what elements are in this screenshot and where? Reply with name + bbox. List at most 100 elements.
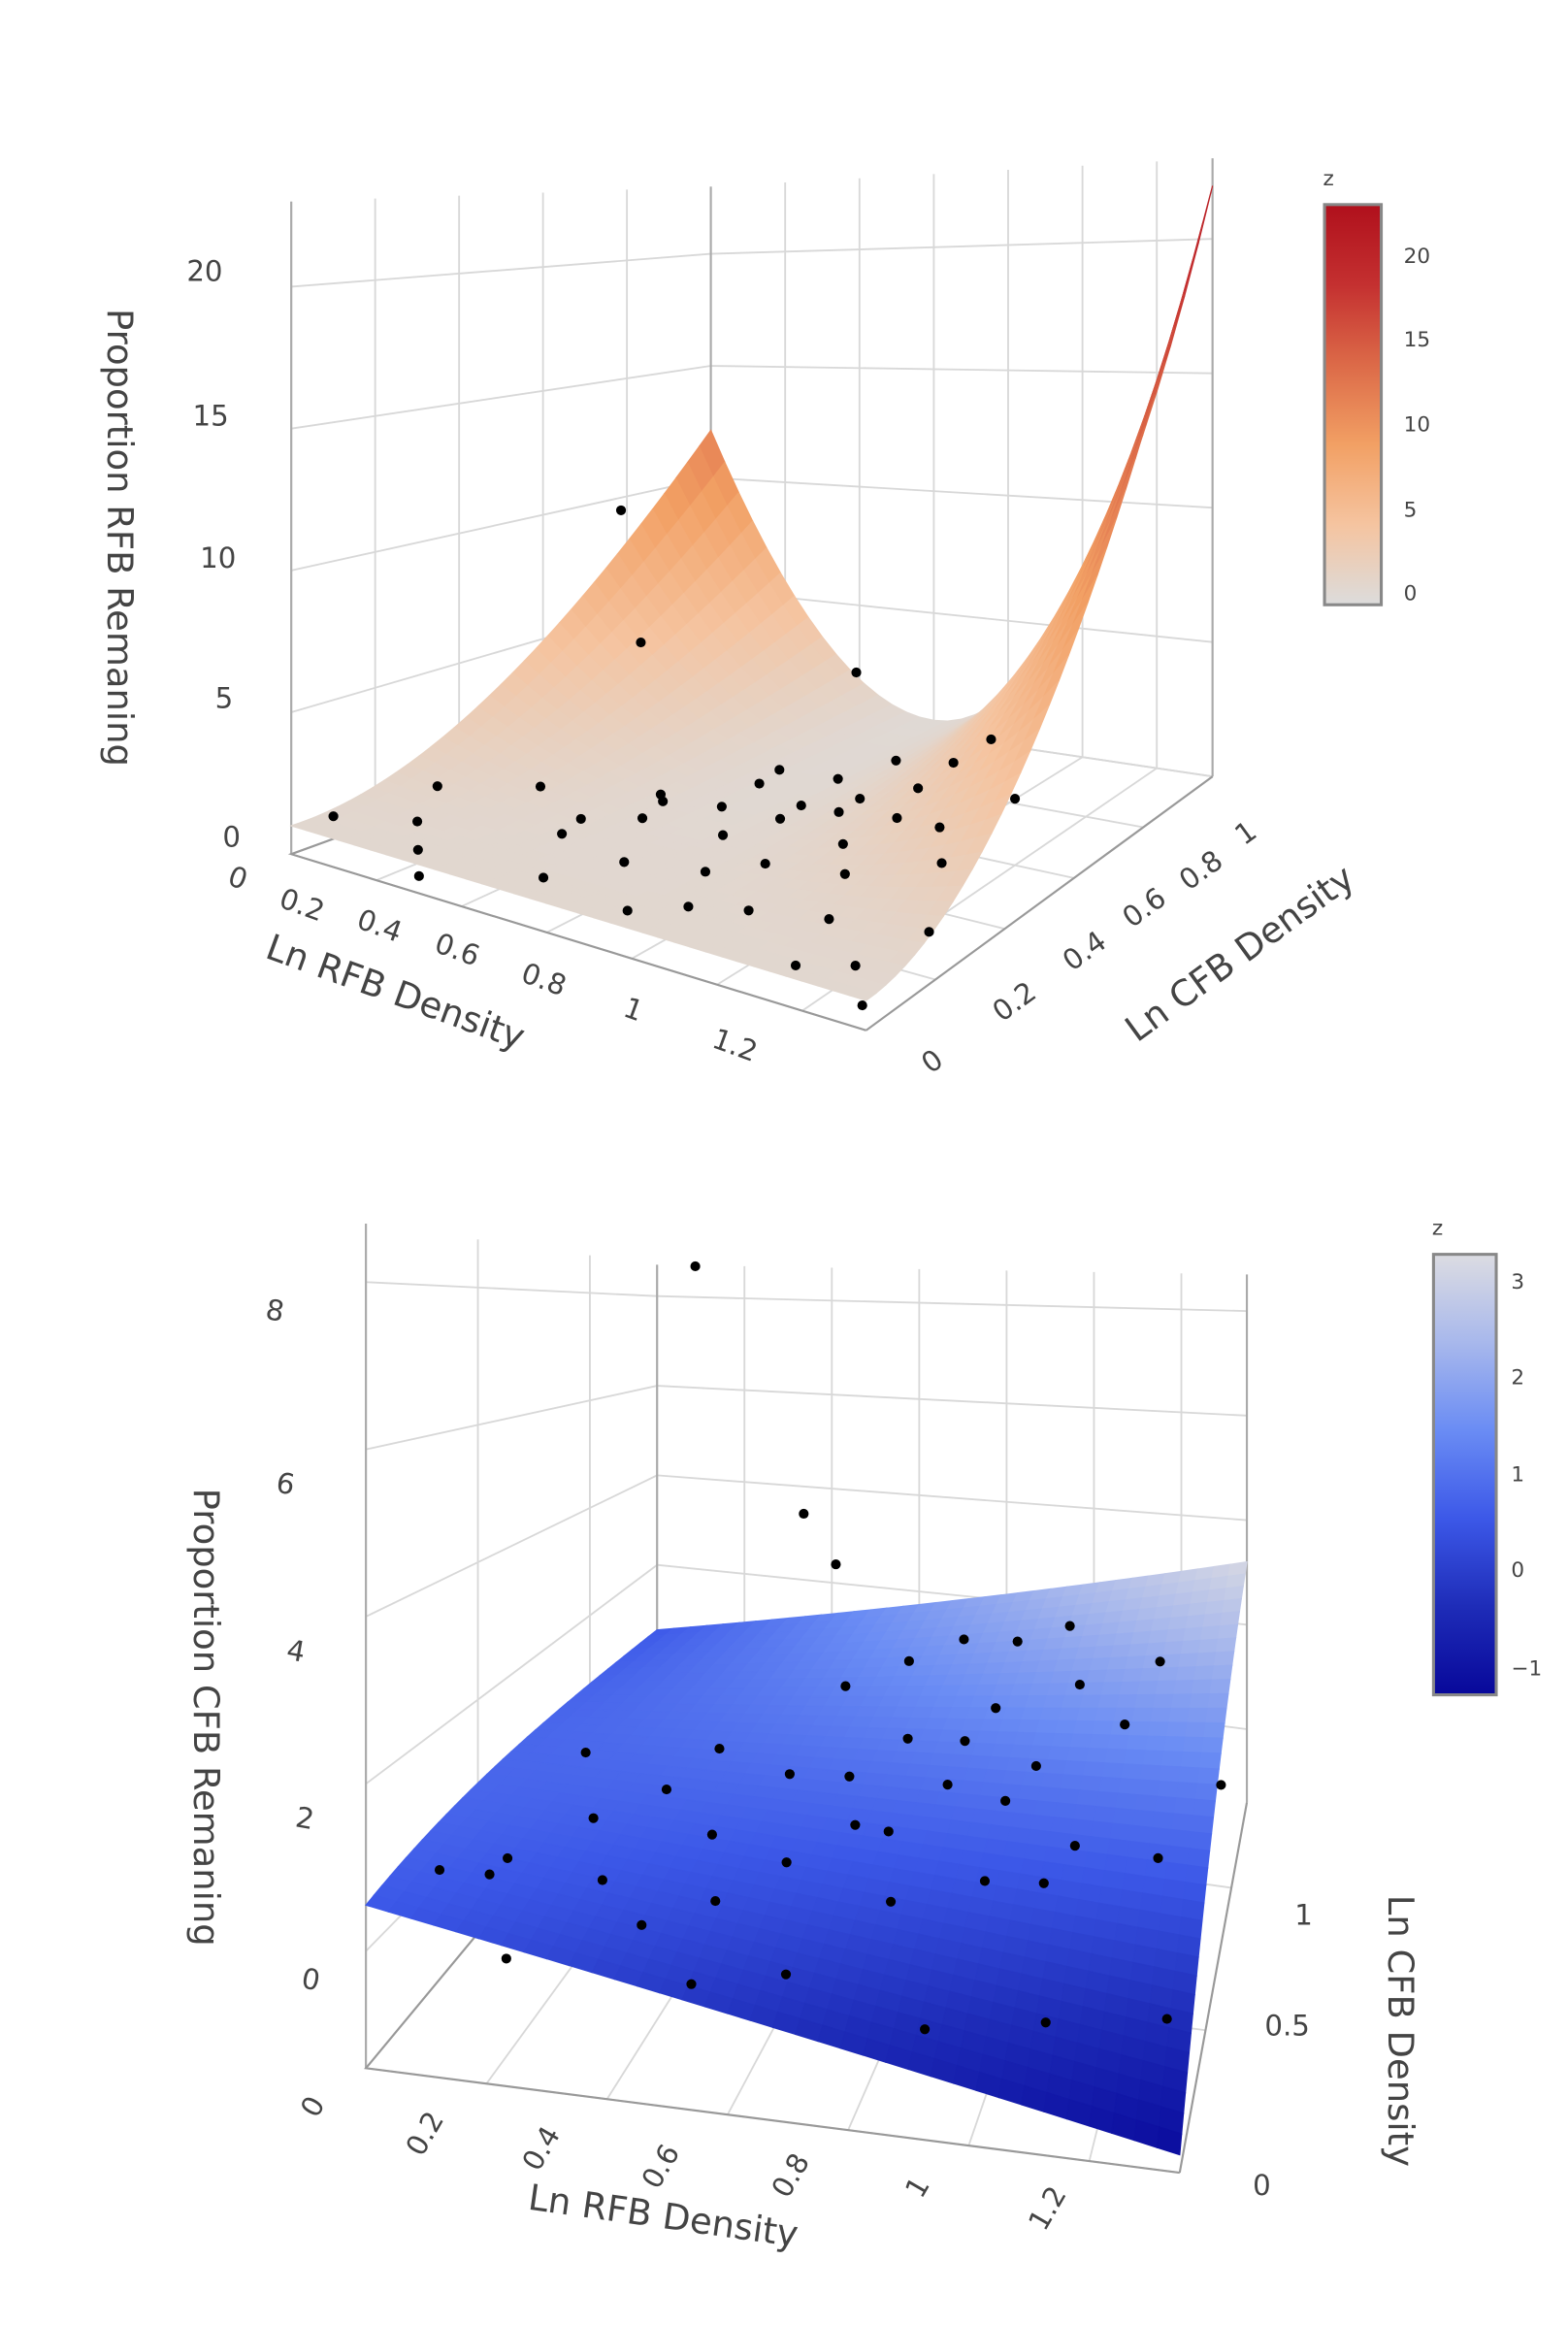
surface-patch	[1136, 1681, 1160, 1696]
data-point	[413, 870, 424, 881]
surface-patch	[1097, 1694, 1121, 1710]
data-point	[1012, 1636, 1023, 1647]
data-point	[637, 813, 648, 824]
z-tick-label: 0	[222, 821, 241, 854]
data-point	[1000, 1795, 1011, 1806]
x-tick-label: 0.4	[515, 2120, 567, 2176]
x-tick-label: 0.8	[517, 956, 571, 1002]
surface-patch	[1100, 1681, 1124, 1696]
surface-patch	[1131, 1707, 1155, 1723]
surface-patch	[1072, 1719, 1096, 1736]
z-axis-title: Proportion CFB Remaning	[185, 1489, 227, 1947]
surface-patch	[1194, 1783, 1218, 1802]
surface-patch	[1109, 1822, 1134, 1843]
x-tick-label: 1	[619, 991, 647, 1028]
data-point	[1074, 1679, 1085, 1690]
data-point	[1069, 1841, 1080, 1851]
surface-patch	[1014, 1798, 1039, 1817]
data-point	[637, 1919, 647, 1930]
x-tick-label: 1	[898, 2171, 936, 2203]
surface-patch	[1171, 1813, 1195, 1833]
data-point	[986, 734, 996, 745]
surface-patch	[1056, 1787, 1081, 1806]
grid-line-z	[290, 476, 711, 572]
z-tick-label: 6	[274, 1466, 297, 1502]
surface-patch	[1110, 457, 1136, 520]
data-point	[959, 1634, 969, 1645]
surface-patch	[1177, 1653, 1200, 1669]
surface-patch	[1125, 1655, 1147, 1671]
grid-line-z	[366, 1281, 658, 1297]
surface-patch	[1053, 1802, 1078, 1820]
x-tick-label: 1.2	[708, 1022, 762, 1068]
surface-patch	[1170, 1693, 1193, 1710]
grid-line-z	[365, 1474, 658, 1618]
grid-line-z	[657, 1294, 1248, 1313]
data-point	[1030, 1760, 1041, 1772]
surface-patch	[1182, 1626, 1204, 1643]
data-point	[942, 1780, 953, 1790]
surface-patch	[1187, 1848, 1211, 1869]
surface-patch	[1093, 1806, 1117, 1824]
data-point	[432, 781, 442, 792]
data-point	[622, 905, 633, 916]
data-point	[850, 961, 861, 971]
surface-patch	[1149, 1826, 1173, 1848]
data-point	[535, 781, 546, 792]
data-point	[960, 1736, 970, 1747]
data-points	[434, 1261, 1226, 2035]
data-point	[716, 802, 727, 812]
surface-patch	[1189, 1831, 1213, 1851]
data-point	[1038, 1878, 1049, 1888]
surface-patch	[1112, 1807, 1136, 1827]
x-tick-label: 0.2	[399, 2106, 450, 2161]
y-tick-label: 1	[1294, 1899, 1313, 1932]
surface-patch	[1090, 1820, 1114, 1840]
x-tick-label: 0.6	[636, 2139, 687, 2194]
surface	[365, 1560, 1248, 2156]
surface-patch	[1043, 1759, 1068, 1776]
surface-patch	[1091, 1720, 1115, 1736]
surface-patch	[1116, 1694, 1139, 1710]
z-tick-label: 10	[200, 541, 236, 574]
data-point	[615, 505, 627, 515]
surface-patch	[1079, 1775, 1103, 1793]
x-tick-label: 0	[224, 860, 252, 897]
data-point	[501, 1953, 511, 1964]
data-point	[936, 858, 947, 868]
surface-patch	[1126, 1735, 1149, 1752]
surface-patch	[1098, 1776, 1123, 1794]
grid-line-z	[365, 1563, 658, 1785]
surface-patch	[1204, 1599, 1225, 1616]
colorbar-tick-label: 10	[1404, 413, 1430, 438]
surface-patch	[1168, 1828, 1192, 1850]
colorbar-tick-label: 2	[1511, 1366, 1524, 1391]
surface-patch	[1191, 1815, 1215, 1835]
surface-patch	[1065, 1747, 1091, 1763]
data-point	[658, 796, 669, 806]
surface-patch	[1158, 1666, 1180, 1683]
axis-line	[1178, 1802, 1249, 2174]
data-point	[597, 1875, 607, 1885]
surface-patch	[1107, 1734, 1130, 1751]
data-point	[636, 637, 646, 648]
data-point	[903, 1655, 914, 1666]
surface-patch	[1163, 1736, 1187, 1753]
surface-patch	[1040, 1772, 1065, 1789]
data-point	[700, 867, 711, 877]
colorbar-tick-label: −1	[1511, 1657, 1542, 1682]
colorbar-tick-label: 1	[1511, 1463, 1524, 1488]
surface-patch	[1123, 1749, 1147, 1766]
data-point	[833, 773, 843, 784]
surface-patch	[1197, 1638, 1220, 1654]
y-tick-label: 0.2	[986, 975, 1042, 1029]
surface-patch	[1199, 1625, 1222, 1642]
surface-patch	[1145, 1642, 1167, 1657]
surface-patch	[1198, 1752, 1222, 1770]
y-tick-label: 0.4	[1057, 924, 1113, 977]
data-point	[850, 1819, 861, 1830]
surface-patch	[1164, 1627, 1187, 1644]
surface-patch	[1115, 1792, 1139, 1812]
surface-plot-cfb[interactable]: 0 2 4 6 8 0 0.2 0.4 0.6 0.8 1 1.2 0 0.5 1 Proportion C…	[185, 1217, 1542, 2256]
